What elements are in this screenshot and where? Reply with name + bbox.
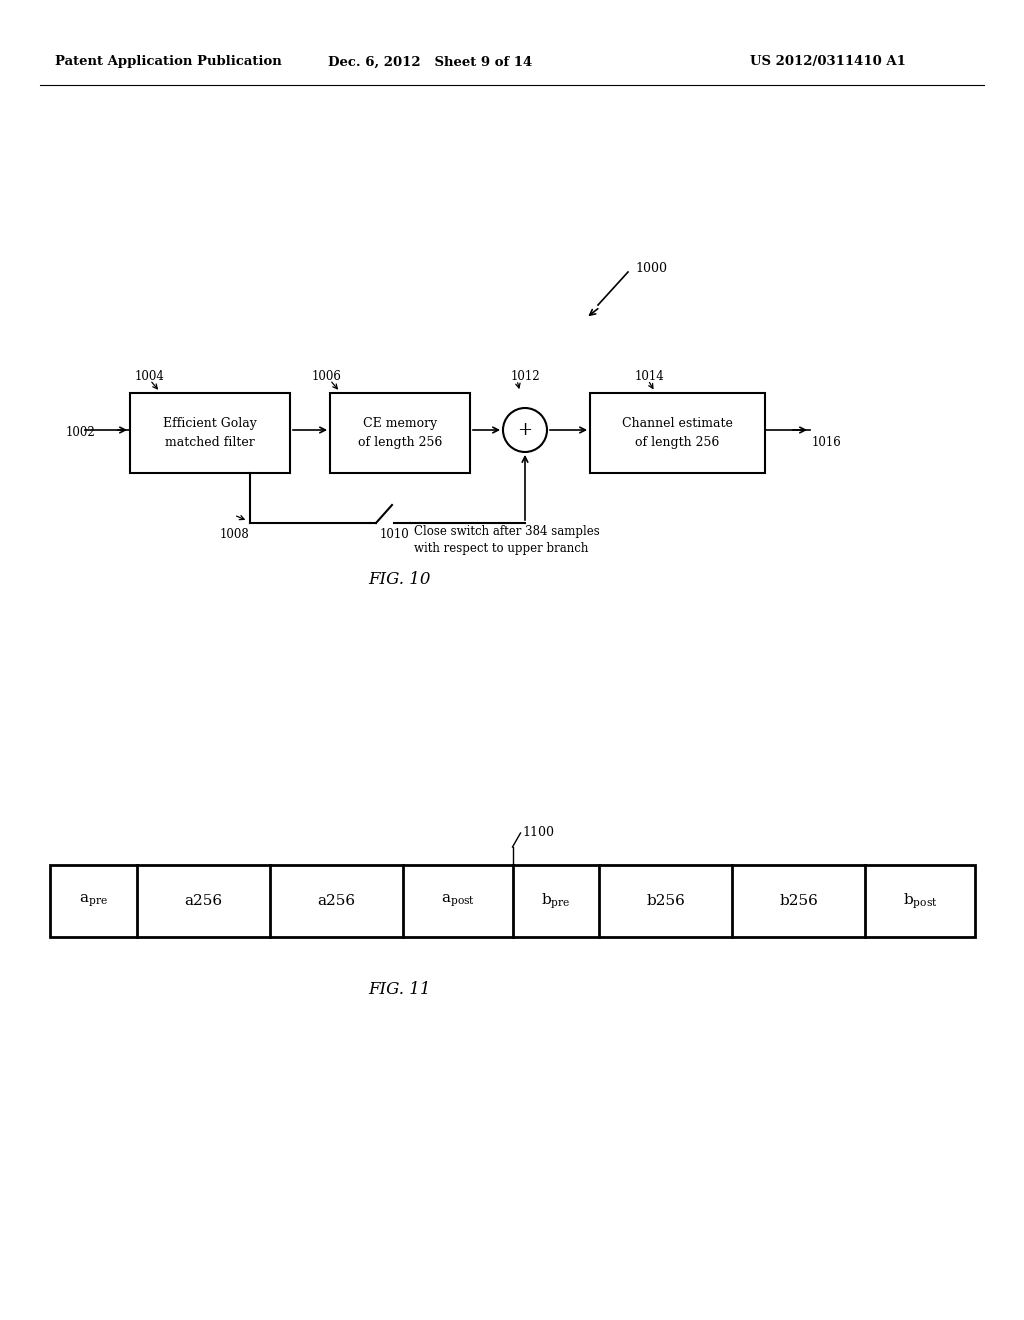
Text: CE memory
of length 256: CE memory of length 256	[357, 417, 442, 449]
Text: 1000: 1000	[635, 261, 667, 275]
Text: a$_{\mathregular{post}}$: a$_{\mathregular{post}}$	[440, 892, 475, 909]
Text: b256: b256	[646, 894, 685, 908]
Text: FIG. 10: FIG. 10	[369, 572, 431, 589]
Text: Efficient Golay
matched filter: Efficient Golay matched filter	[163, 417, 257, 449]
Text: +: +	[517, 421, 532, 440]
Text: 1004: 1004	[135, 371, 165, 384]
Text: b256: b256	[779, 894, 818, 908]
Text: 1100: 1100	[522, 826, 555, 840]
Text: 1014: 1014	[635, 371, 665, 384]
Text: 1010: 1010	[380, 528, 410, 541]
Text: b$_{\mathregular{pre}}$: b$_{\mathregular{pre}}$	[541, 891, 570, 911]
Text: 1006: 1006	[312, 371, 342, 384]
Circle shape	[503, 408, 547, 451]
Text: 1002: 1002	[66, 425, 96, 438]
Bar	[130, 393, 290, 473]
Bar	[50, 865, 975, 937]
Text: a256: a256	[184, 894, 222, 908]
Bar	[590, 393, 765, 473]
Text: FIG. 11: FIG. 11	[369, 982, 431, 998]
Text: a$_{\mathregular{pre}}$: a$_{\mathregular{pre}}$	[79, 892, 108, 909]
Text: Patent Application Publication: Patent Application Publication	[55, 55, 282, 69]
Text: 1012: 1012	[511, 371, 541, 384]
Text: US 2012/0311410 A1: US 2012/0311410 A1	[750, 55, 906, 69]
Bar	[330, 393, 470, 473]
Text: 1016: 1016	[812, 436, 842, 449]
Text: Channel estimate
of length 256: Channel estimate of length 256	[622, 417, 733, 449]
Text: b$_{\mathregular{post}}$: b$_{\mathregular{post}}$	[903, 891, 937, 911]
Text: Close switch after 384 samples
with respect to upper branch: Close switch after 384 samples with resp…	[414, 525, 600, 554]
Text: Dec. 6, 2012   Sheet 9 of 14: Dec. 6, 2012 Sheet 9 of 14	[328, 55, 532, 69]
Text: a256: a256	[317, 894, 355, 908]
Text: 1008: 1008	[220, 528, 250, 541]
